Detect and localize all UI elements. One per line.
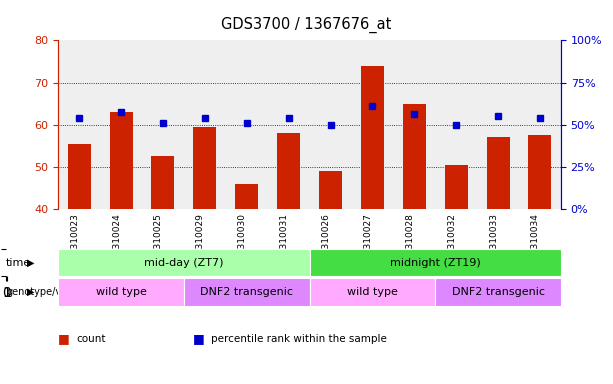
Text: time: time <box>6 258 31 268</box>
Text: GSM310032: GSM310032 <box>447 213 456 268</box>
Text: percentile rank within the sample: percentile rank within the sample <box>211 334 387 344</box>
Text: GSM310023: GSM310023 <box>70 213 79 268</box>
Bar <box>487 137 509 209</box>
Text: GSM310024: GSM310024 <box>112 213 121 268</box>
Bar <box>151 157 175 209</box>
Bar <box>319 171 342 209</box>
Text: wild type: wild type <box>96 287 147 297</box>
Text: midnight (ZT19): midnight (ZT19) <box>390 258 481 268</box>
Text: ■: ■ <box>58 332 70 345</box>
Bar <box>193 127 216 209</box>
Bar <box>528 136 552 209</box>
Bar <box>310 40 351 209</box>
Text: ▶: ▶ <box>27 287 34 297</box>
Text: GDS3700 / 1367676_at: GDS3700 / 1367676_at <box>221 17 392 33</box>
Bar <box>519 40 561 209</box>
Bar <box>435 40 477 209</box>
Text: GSM310025: GSM310025 <box>154 213 163 268</box>
Text: DNF2 transgenic: DNF2 transgenic <box>452 287 544 297</box>
Text: GSM310027: GSM310027 <box>364 213 373 268</box>
Text: DNF2 transgenic: DNF2 transgenic <box>200 287 293 297</box>
Text: GSM310026: GSM310026 <box>321 213 330 268</box>
Bar <box>351 40 394 209</box>
Text: GSM310034: GSM310034 <box>531 213 540 268</box>
Bar <box>403 104 426 209</box>
Bar <box>394 40 435 209</box>
Text: wild type: wild type <box>347 287 398 297</box>
Bar <box>100 40 142 209</box>
Text: GSM310031: GSM310031 <box>280 213 289 268</box>
Text: GSM310030: GSM310030 <box>238 213 247 268</box>
Bar <box>110 112 132 209</box>
Bar <box>67 144 91 209</box>
Bar <box>184 40 226 209</box>
Text: genotype/variation: genotype/variation <box>6 287 99 297</box>
Bar <box>142 40 184 209</box>
Text: mid-day (ZT7): mid-day (ZT7) <box>144 258 224 268</box>
Text: ▶: ▶ <box>27 258 34 268</box>
Text: GSM310033: GSM310033 <box>489 213 498 268</box>
Bar <box>444 165 468 209</box>
Text: ■: ■ <box>193 332 205 345</box>
Bar <box>58 40 100 209</box>
Bar <box>268 40 310 209</box>
Text: count: count <box>77 334 106 344</box>
Bar <box>235 184 258 209</box>
Bar <box>226 40 268 209</box>
Text: GSM310029: GSM310029 <box>196 213 205 268</box>
Text: GSM310028: GSM310028 <box>405 213 414 268</box>
Bar <box>361 66 384 209</box>
Bar <box>277 133 300 209</box>
Bar <box>477 40 519 209</box>
